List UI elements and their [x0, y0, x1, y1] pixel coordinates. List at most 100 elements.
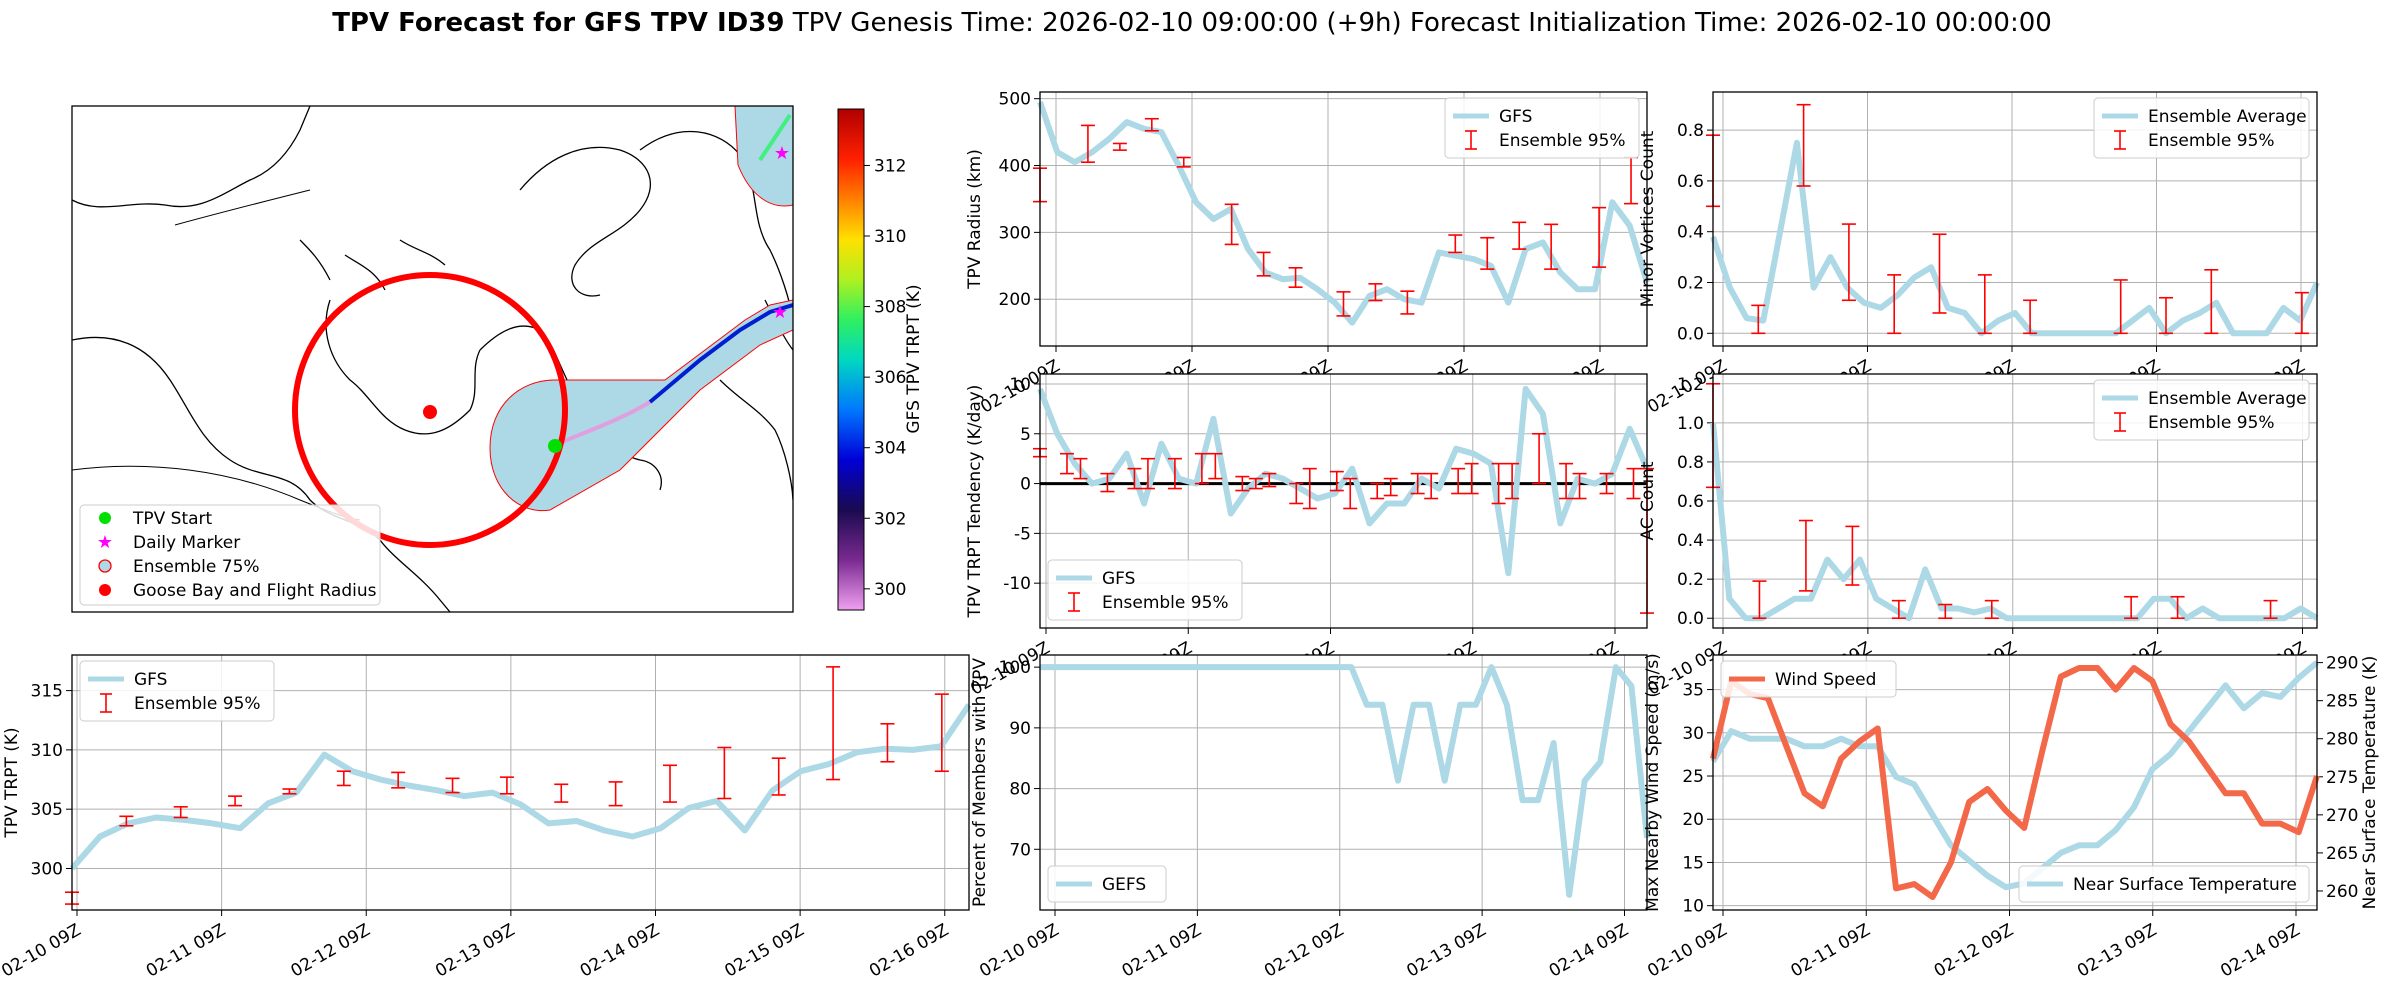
x-tick-label: 02-13 09Z [1403, 920, 1489, 981]
map-legend-box [79, 504, 381, 606]
x-tick-label: 02-11 09Z [1787, 920, 1873, 981]
y-tick-label: 0.4 [1677, 531, 1704, 551]
y2-tick-label: 280 [2326, 730, 2358, 750]
legend-box [2093, 379, 2310, 441]
legend-label: GFS [1102, 569, 1135, 589]
plot-frame [1712, 654, 2318, 911]
legend-label: Ensemble 95% [134, 694, 261, 714]
legend-label: GEFS [1102, 875, 1146, 895]
border-arctic [174, 189, 311, 226]
y-tick-label: 0.8 [1677, 453, 1704, 473]
coastline-bay [325, 299, 481, 435]
colorbar-tick-label: 300 [874, 580, 906, 600]
y-axis-label: Minor Vortices Count [1638, 130, 1658, 307]
y-axis-label: TPV TRPT Tendency (K/day) [965, 385, 985, 619]
tpv-start-marker [548, 439, 562, 453]
y-tick-label: 0.6 [1677, 172, 1704, 192]
plot-frame [71, 654, 970, 911]
x-tick-label: 02-10 09Z [976, 920, 1062, 981]
coastlines [72, 106, 793, 612]
x-tick-label: 02-15 09Z [721, 920, 807, 981]
legend-label: Ensemble Average [2148, 389, 2307, 409]
y-tick-label: 5 [1020, 425, 1031, 445]
plot-frame [1712, 91, 2318, 347]
series-line [1710, 422, 2319, 622]
legend-ensemble-icon [98, 559, 112, 573]
coastline-arctic [72, 106, 311, 208]
y-tick-label: 305 [31, 800, 63, 820]
coastline-iberia [719, 379, 793, 501]
y-tick-label: 10 [1009, 375, 1031, 395]
y-axis-label: Max Nearby Wind Speed (m/s) [1643, 653, 1663, 912]
y-tick-label: 30 [1682, 724, 1704, 744]
y2-tick-label: 260 [2326, 882, 2358, 902]
map-frame [71, 105, 794, 613]
legend-label: Ensemble 95% [1499, 131, 1626, 151]
legend-label: GFS [134, 670, 167, 690]
y-axis-label: TPV TRPT (K) [2, 727, 22, 838]
x-tick-label: 02-16 09Z [866, 920, 952, 981]
goose-bay-marker [423, 405, 437, 419]
map-panel: ★ ★ TPV Start ★ Daily Marker Ensemble 75… [71, 105, 924, 613]
flight-radius-circle [292, 272, 568, 548]
legend-label: Ensemble 95% [2148, 413, 2275, 433]
y-tick-label: 35 [1682, 681, 1704, 701]
x-tick-label: 02-12 09Z [1931, 920, 2017, 981]
colorbar-label: GFS TPV TRPT (K) [904, 284, 924, 433]
legend-start-label: TPV Start [132, 509, 213, 529]
x-tick-label: 02-14 09Z [1546, 920, 1632, 981]
y-tick-label: 0 [1020, 475, 1031, 495]
y2-tick-label: 270 [2326, 806, 2358, 826]
y-tick-label: 300 [31, 859, 63, 879]
track-segment-early [554, 400, 652, 447]
x-tick-label: 02-11 09Z [1119, 920, 1205, 981]
legend-ensemble-label: Ensemble 75% [133, 557, 260, 577]
colorbar-tick-label: 304 [874, 439, 906, 459]
y-tick-label: 310 [31, 741, 63, 761]
x-tick-label: 02-10 09Z [0, 920, 85, 981]
colorbar-tick-label: 310 [874, 227, 906, 247]
y2-tick-label: 275 [2326, 768, 2358, 788]
y-tick-label: 0.6 [1677, 492, 1704, 512]
title-init: Forecast Initialization Time: 2026-02-10… [1410, 8, 2052, 38]
legend-label: Ensemble 95% [2148, 131, 2275, 151]
plot-frame [1039, 654, 1648, 911]
legend-label: Ensemble 95% [1102, 593, 1229, 613]
daily-marker-star-2: ★ [772, 302, 788, 323]
legend-goose-icon [99, 584, 111, 596]
y-tick-label: 300 [999, 223, 1031, 243]
y2-tick-label: 290 [2326, 654, 2358, 674]
y2-tick-label: 285 [2326, 692, 2358, 712]
y-tick-label: -10 [1003, 574, 1031, 594]
y-axis-label: Percent of Members with TPV [970, 658, 990, 907]
colorbar-ticks: 312 310 308 306 304 302 300 [864, 156, 906, 600]
y-tick-label: 10 [1682, 897, 1704, 917]
series-line [1040, 664, 1650, 898]
daily-marker-star-1: ★ [774, 143, 790, 164]
legend-box [1444, 97, 1640, 159]
y-tick-label: 100 [999, 658, 1031, 678]
y2-axis-label: Near Surface Temperature (K) [2360, 656, 2380, 910]
y-tick-label: 0.8 [1677, 121, 1704, 141]
x-tick-label: 02-12 09Z [287, 920, 373, 981]
plot-frame [1712, 373, 2318, 629]
legend-star-icon: ★ [97, 532, 113, 553]
legend-daily-label: Daily Marker [133, 533, 240, 553]
y-tick-label: 0.2 [1677, 570, 1704, 590]
wind-speed-line [1710, 665, 2320, 900]
y-tick-label: 0.2 [1677, 274, 1704, 294]
legend-box [2093, 97, 2310, 159]
legend-goose-label: Goose Bay and Flight Radius [133, 581, 377, 601]
y-tick-label: 200 [999, 290, 1031, 310]
y-tick-label: 0.0 [1677, 609, 1704, 629]
map-legend: TPV Start ★ Daily Marker Ensemble 75% Go… [79, 504, 381, 606]
legend-label: Ensemble Average [2148, 107, 2307, 127]
legend-start-icon [99, 512, 111, 524]
y-tick-label: 1.0 [1677, 414, 1704, 434]
y-tick-label: 400 [999, 157, 1031, 177]
